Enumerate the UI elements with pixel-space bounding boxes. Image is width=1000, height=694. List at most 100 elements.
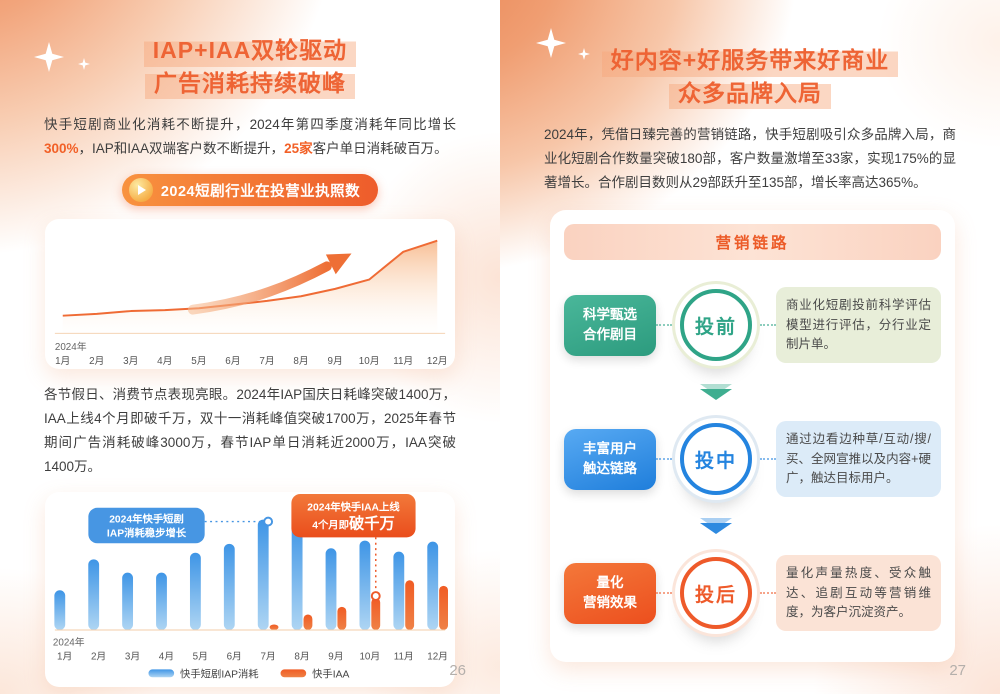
x-axis-label: 12月 xyxy=(427,355,448,367)
stage-label-line: 量化 xyxy=(596,575,624,591)
iap-bar xyxy=(427,541,439,631)
iap-bar xyxy=(291,520,303,631)
iap-bar xyxy=(359,540,371,631)
badge-row: 2024短剧行业在投营业执照数 xyxy=(0,174,500,207)
stage-phase: 投前 xyxy=(694,316,737,338)
x-axis-label: 4月 xyxy=(157,355,172,367)
iap-bar xyxy=(156,572,167,631)
iap-iaa-bar-chart: 2024年 1月 2月 3月 4月 5月 6月 7月 8月 9月 10月 11月 12月 快手短剧IAP消… xyxy=(45,492,455,688)
iap-bar xyxy=(189,552,201,631)
iaa-bar xyxy=(269,624,279,631)
iap-bar xyxy=(257,519,269,631)
svg-text:IAP消耗稳步增长: IAP消耗稳步增长 xyxy=(107,527,187,540)
section-badge: 2024短剧行业在投营业执照数 xyxy=(121,174,379,207)
stage-phase-circle: 投前 xyxy=(672,281,760,370)
stage-description: 量化声量热度、受众触达、追剧互动等营销维度，为客户沉淀资产。 xyxy=(776,555,941,632)
x-axis-label: 8月 xyxy=(293,355,308,367)
svg-text:2024年快手IAA上线: 2024年快手IAA上线 xyxy=(307,501,400,514)
iap-bar xyxy=(223,544,235,631)
legend-swatch-iaa xyxy=(280,669,307,678)
stage-label-line: 合作剧目 xyxy=(583,327,637,343)
callout-dot xyxy=(263,516,274,527)
stage-phase-circle: 投中 xyxy=(672,415,760,504)
area-fill xyxy=(62,241,438,334)
stage-phase: 投中 xyxy=(694,450,737,472)
iaa-callout xyxy=(291,494,416,538)
intro-accent-300: 300% xyxy=(44,141,79,157)
callout-dot xyxy=(370,591,381,602)
growth-arrow-icon xyxy=(187,261,332,315)
dotted-connector xyxy=(760,324,776,327)
svg-text:2024年快手短剧: 2024年快手短剧 xyxy=(109,513,184,526)
holiday-paragraph: 各节假日、消费节点表现亮眼。2024年IAP国庆日耗峰突破1400万，IAA上线… xyxy=(44,387,456,475)
dotted-connector xyxy=(656,458,672,461)
iap-callout xyxy=(88,507,205,544)
dotted-connector xyxy=(760,592,776,595)
legend-swatch-iap xyxy=(148,669,175,678)
stage-label-post: 量化 营销效果 xyxy=(564,563,656,624)
x-axis-label: 4月 xyxy=(159,651,174,663)
brands-paragraph: 2024年，凭借日臻完善的营销链路，快手短剧吸引众多品牌入局，商业化短剧合作数量… xyxy=(544,127,956,191)
title-line-2: 众多品牌入局 xyxy=(669,76,831,110)
iap-bar xyxy=(393,551,405,631)
title-line-1: IAP+IAA双轮驱动 xyxy=(143,34,357,67)
badge-label: 2024短剧行业在投营业执照数 xyxy=(160,183,361,200)
x-axis-label: 8月 xyxy=(294,651,309,663)
funnel-stage-mid: 丰富用户 触达链路 投中 通过边看边种草/互动/搜/买、全网宣推以及内容+硬广，… xyxy=(564,404,941,514)
funnel-header: 营销链路 xyxy=(564,224,941,261)
page-27: 好内容+好服务带来好商业 众多品牌入局 2024年，凭借日臻完善的营销链路，快手… xyxy=(500,0,1000,694)
x-axis-label: 2月 xyxy=(91,651,106,663)
funnel-stage-post: 量化 营销效果 投后 量化声量热度、受众触达、追剧互动等营销维度，为客户沉淀资产… xyxy=(564,538,941,648)
dotted-connector xyxy=(656,324,672,327)
play-icon xyxy=(128,178,153,203)
x-axis-label: 10月 xyxy=(359,355,380,367)
license-area-chart: 2024年 1月 2月 3月 4月 5月 6月 7月 8月 9月 10月 11月 12月 xyxy=(45,219,455,370)
stage-phase: 投后 xyxy=(694,584,737,606)
x-axis-label: 1月 xyxy=(57,651,72,663)
page-number-right: 27 xyxy=(949,662,966,679)
x-axis-label: 11月 xyxy=(394,651,414,663)
iaa-bar xyxy=(337,607,347,631)
x-axis-label: 6月 xyxy=(227,651,242,663)
page-number-left: 26 xyxy=(449,662,466,679)
x-axis-label: 5月 xyxy=(193,651,208,663)
iap-bar xyxy=(54,590,66,631)
x-axis-label: 5月 xyxy=(191,355,206,367)
iap-bar xyxy=(88,559,100,631)
intro-accent-25: 25家 xyxy=(284,141,313,157)
stage-label-line: 科学甄选 xyxy=(583,307,637,323)
page-title: 好内容+好服务带来好商业 众多品牌入局 xyxy=(526,44,974,110)
title-line-2: 广告消耗持续破峰 xyxy=(145,66,355,100)
x-axis-label: 7月 xyxy=(259,355,274,367)
iaa-bar xyxy=(371,598,381,631)
iaa-bar xyxy=(439,586,448,631)
intro-text-pre: 快手短剧商业化消耗不断提升，2024年第四季度消耗年同比增长 xyxy=(44,117,456,133)
x-axis-label: 6月 xyxy=(225,355,240,367)
iaa-bar xyxy=(303,614,313,631)
growth-arrow-head xyxy=(325,253,352,275)
down-arrow-icon xyxy=(672,380,760,404)
iaa-bar xyxy=(405,580,415,631)
intro-paragraph: 快手短剧商业化消耗不断提升，2024年第四季度消耗年同比增长 300%，IAP和I… xyxy=(44,113,456,161)
legend-label-iaa: 快手IAA xyxy=(312,667,349,680)
iap-bar xyxy=(325,548,337,631)
x-axis-label: 12月 xyxy=(427,651,448,663)
x-axis-label: 3月 xyxy=(123,355,138,367)
x-axis-prefix: 2024年 xyxy=(55,340,87,353)
page-26: IAP+IAA双轮驱动 广告消耗持续破峰 快手短剧商业化消耗不断提升，2024年… xyxy=(0,0,500,694)
stage-label-mid: 丰富用户 触达链路 xyxy=(564,429,656,490)
x-axis-label: 2月 xyxy=(89,355,104,367)
x-axis-label: 11月 xyxy=(393,355,413,367)
x-axis-label: 7月 xyxy=(260,651,275,663)
legend-label-iap: 快手短剧IAP消耗 xyxy=(180,667,259,680)
dotted-connector xyxy=(760,458,776,461)
intro-text-mid: ，IAP和IAA双端客户数不断提升， xyxy=(78,141,285,157)
page-title: IAP+IAA双轮驱动 广告消耗持续破峰 xyxy=(26,34,474,100)
x-axis-label: 9月 xyxy=(327,355,342,367)
title-line-1: 好内容+好服务带来好商业 xyxy=(601,44,899,77)
x-axis-label: 1月 xyxy=(55,355,70,367)
dotted-connector xyxy=(656,592,672,595)
funnel-stage-pre: 科学甄选 合作剧目 投前 商业化短剧投前科学评估模型进行评估，分行业定制片单。 xyxy=(564,270,941,380)
stage-label-line: 营销效果 xyxy=(583,595,637,611)
